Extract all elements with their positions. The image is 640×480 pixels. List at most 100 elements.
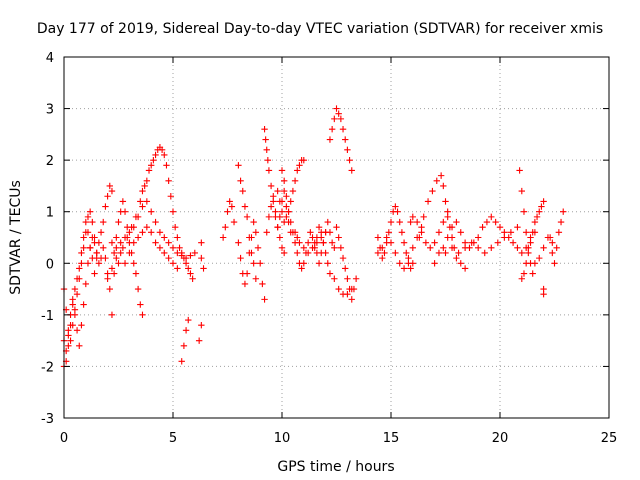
data-point — [187, 270, 194, 277]
data-point — [78, 249, 85, 257]
data-point — [435, 249, 443, 257]
data-point — [291, 229, 299, 236]
data-point — [280, 187, 288, 195]
data-point — [549, 239, 556, 246]
data-point — [139, 229, 146, 236]
data-point — [337, 244, 345, 252]
data-point — [315, 223, 323, 231]
data-point — [185, 316, 192, 324]
x-tick-label: 25 — [601, 431, 618, 446]
data-point — [163, 162, 170, 169]
data-point — [182, 327, 190, 334]
data-point — [97, 229, 105, 236]
data-point — [328, 126, 336, 133]
data-point — [333, 223, 340, 231]
data-point — [400, 239, 408, 246]
data-point — [283, 213, 290, 221]
data-point — [346, 156, 353, 164]
data-point — [475, 234, 482, 241]
data-point — [185, 265, 192, 272]
data-point — [115, 260, 122, 267]
data-point — [492, 218, 499, 226]
y-tick-label: 0 — [46, 257, 54, 272]
data-point — [161, 249, 168, 257]
data-point — [331, 115, 338, 123]
data-point — [516, 167, 523, 174]
y-tick-label: 1 — [46, 206, 54, 221]
data-point — [165, 239, 172, 246]
data-point — [409, 213, 416, 221]
data-point — [296, 162, 303, 169]
x-axis-label: GPS time / hours — [277, 459, 394, 475]
data-point — [315, 260, 323, 267]
data-point — [278, 244, 286, 252]
y-tick-label: 2 — [46, 154, 54, 169]
data-point — [387, 218, 395, 226]
data-point — [344, 275, 351, 282]
data-point — [104, 193, 111, 200]
data-point — [73, 291, 81, 298]
data-point — [300, 244, 307, 252]
data-point — [283, 193, 290, 200]
data-point — [350, 285, 358, 293]
data-point — [540, 198, 547, 205]
data-point — [280, 218, 288, 226]
data-point — [126, 249, 133, 257]
chart-title: Day 177 of 2019, Sidereal Day-to-day VTE… — [37, 21, 603, 37]
data-point — [134, 285, 142, 293]
x-tick-label: 0 — [60, 431, 68, 446]
data-point — [82, 218, 89, 226]
data-point — [333, 105, 340, 112]
data-point — [265, 167, 273, 174]
data-point — [86, 208, 94, 215]
data-point — [67, 337, 74, 344]
data-point — [191, 249, 198, 257]
data-point — [73, 327, 81, 334]
data-point — [93, 249, 100, 257]
data-point — [139, 311, 146, 319]
data-point — [80, 301, 87, 308]
data-point — [224, 208, 231, 215]
data-point — [424, 198, 432, 205]
data-point — [514, 223, 521, 231]
y-tick-label: -2 — [41, 360, 54, 375]
data-point — [139, 187, 146, 195]
data-point — [381, 249, 388, 257]
data-point — [182, 254, 190, 262]
data-point — [514, 244, 521, 252]
data-point — [84, 260, 92, 267]
data-point — [69, 321, 76, 329]
data-point — [546, 234, 554, 241]
data-point — [448, 223, 456, 231]
data-point — [108, 187, 116, 195]
data-point — [374, 234, 382, 241]
data-point — [139, 203, 146, 210]
data-point — [130, 260, 137, 267]
data-point — [479, 223, 486, 231]
data-point — [276, 234, 284, 241]
data-point — [250, 260, 257, 267]
data-point — [134, 234, 142, 241]
data-point — [531, 260, 539, 267]
data-point — [437, 172, 445, 179]
data-point — [158, 146, 166, 154]
data-point — [283, 203, 290, 210]
data-point — [416, 234, 423, 241]
data-point — [531, 218, 539, 226]
data-point — [529, 270, 536, 277]
data-point — [488, 213, 495, 221]
data-point — [457, 260, 464, 267]
data-point — [536, 254, 543, 262]
data-point — [398, 229, 406, 236]
data-point — [174, 234, 181, 241]
data-point — [536, 208, 543, 215]
data-point — [520, 208, 528, 215]
data-point — [409, 244, 416, 252]
data-point — [287, 218, 294, 226]
data-point — [165, 177, 172, 184]
data-point — [143, 223, 151, 231]
data-point — [150, 156, 157, 164]
x-tick-label: 15 — [383, 431, 400, 446]
data-point — [104, 275, 111, 282]
